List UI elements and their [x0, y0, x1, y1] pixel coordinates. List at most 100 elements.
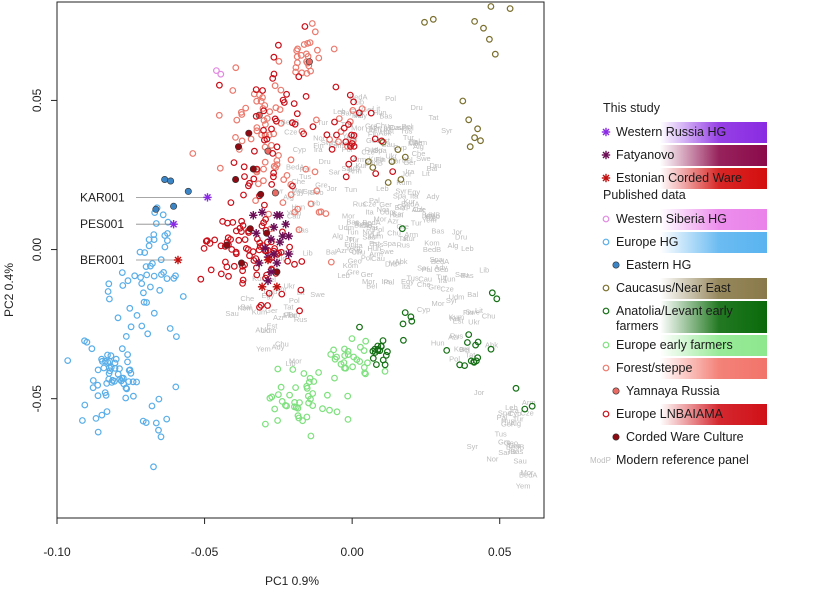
reference-panel-label: Mor	[432, 299, 445, 308]
europe-lnbaiama-point	[228, 245, 236, 253]
fatyanovo-point	[266, 267, 276, 277]
reference-panel-label: Sau	[382, 140, 395, 149]
series-corded-ware-culture	[223, 129, 281, 276]
reference-panel-label: Che	[417, 280, 431, 289]
reference-panel-label: Swe	[416, 154, 431, 163]
fatyanovo-point	[266, 234, 276, 244]
reference-panel-label: Abk	[412, 205, 425, 214]
europe-lnbaiama-point	[350, 131, 358, 139]
europe-early-farmers-point	[350, 353, 358, 361]
europe-hg-point	[101, 389, 109, 397]
anatolia-levant-early-farmers-point	[521, 405, 529, 413]
caucasus-near-east-point	[388, 158, 396, 166]
reference-panel-label: Ukr	[361, 221, 373, 230]
europe-hg-point	[104, 288, 112, 295]
anatolia-levant-early-farmers-point	[407, 313, 415, 321]
europe-lnbaiama-point	[241, 173, 248, 181]
europe-lnbaiama-point	[270, 173, 277, 181]
series-estonian-corded-ware	[173, 255, 282, 291]
europe-hg-point	[141, 249, 149, 257]
europe-lnbaiama-point	[261, 136, 268, 144]
reference-panel-label: Cau	[264, 287, 278, 296]
europe-early-farmers-point	[356, 358, 364, 365]
forest-steppe-point	[279, 199, 287, 207]
europe-hg-point	[105, 295, 113, 303]
anatolia-levant-early-farmers-point	[493, 295, 501, 303]
forest-steppe-point	[252, 197, 260, 205]
legend-label-fatyanovo: Fatyanovo	[616, 148, 674, 162]
reference-panel-label: Tur	[348, 235, 359, 244]
europe-early-farmers-point	[326, 406, 333, 414]
reference-panel-label: Est	[266, 322, 278, 331]
reference-panel-label: Ady	[434, 263, 447, 272]
x-tick-label: -0.10	[43, 545, 71, 559]
reference-panel-label: Nor	[275, 284, 288, 293]
anatolia-levant-early-farmers-point	[528, 402, 536, 410]
reference-panel-label: Ira	[314, 145, 324, 154]
forest-steppe-point	[275, 151, 282, 159]
forest-steppe-point	[349, 106, 357, 114]
reference-panel-label: Gre	[428, 283, 441, 292]
europe-lnbaiama-point	[217, 270, 225, 278]
europe-lnbaiama-point	[293, 110, 301, 118]
europe-hg-point	[114, 370, 122, 378]
series-western-siberia-hg	[212, 67, 225, 78]
reference-panel-label: Ira	[381, 277, 391, 286]
reference-panel-label: Syr	[441, 126, 453, 135]
reference-panel-label: Swe	[310, 290, 325, 299]
reference-panel-label: Azr	[273, 313, 285, 322]
forest-steppe-point	[277, 86, 285, 94]
legend-label-europe-early-farmers: Europe early farmers	[616, 338, 733, 352]
caucasus-near-east-point	[486, 35, 493, 43]
reference-panel-label: Udm	[380, 208, 396, 217]
forest-steppe-point	[308, 20, 316, 27]
europe-early-farmers-point	[266, 394, 274, 402]
reference-panel-label: Bas	[461, 271, 474, 280]
forest-steppe-point	[280, 176, 288, 184]
europe-hg-point	[114, 314, 122, 322]
europe-lnbaiama-point	[302, 92, 310, 100]
europe-lnbaiama-point	[278, 290, 286, 298]
reference-panel-label: Cyp	[417, 305, 430, 314]
anatolia-levant-early-farmers-point	[384, 348, 391, 356]
reference-panel-label: Arm	[352, 155, 366, 164]
reference-panel-label: Yem	[256, 344, 271, 353]
reference-panel-label: Mor	[351, 123, 364, 132]
series-europe-early-farmers	[262, 335, 389, 440]
europe-early-farmers-point	[331, 355, 339, 363]
anatolia-levant-early-farmers-point	[356, 323, 363, 331]
europe-hg-point	[105, 280, 113, 288]
reference-panel-label: Tus	[371, 240, 383, 249]
europe-hg-point	[136, 248, 144, 256]
europe-early-farmers-point	[294, 404, 302, 412]
europe-hg-point	[157, 433, 165, 441]
legend-marker-fatyanovo	[601, 150, 611, 160]
reference-panel-label: Kur	[252, 274, 264, 283]
reference-panel-label: Ady	[426, 192, 439, 201]
europe-lnbaiama-point	[273, 143, 281, 151]
reference-panel-label: Nor	[362, 228, 375, 237]
annotation-ber001: BER001	[80, 253, 125, 267]
forest-steppe-point	[294, 205, 302, 213]
anatolia-levant-early-farmers-point	[474, 354, 482, 362]
reference-panel-label: Lit	[422, 169, 431, 178]
axes-layer: -0.10 -0.05 0.00 0.05 0.05 0.00 -0.05	[30, 88, 512, 559]
reference-panel-label: Syr	[354, 219, 366, 228]
reference-panel-label: Alg	[276, 254, 287, 263]
reference-panel-label: Azr	[387, 216, 399, 225]
reference-panel-label: Cze	[440, 285, 453, 294]
europe-lnbaiama-point	[230, 159, 238, 167]
reference-panel-label: Udm	[449, 293, 465, 302]
caucasus-near-east-point	[477, 137, 484, 145]
reference-panel-label: Fin	[375, 155, 385, 164]
corded-ware-culture-point	[249, 165, 257, 173]
series-western-russia-hg	[169, 193, 212, 229]
europe-early-farmers-point	[360, 347, 368, 355]
europe-early-farmers-point	[303, 413, 311, 421]
legend-marker-europe-hg	[602, 238, 610, 246]
reference-panel-label: Dru	[508, 441, 520, 450]
anatolia-levant-early-farmers-point	[369, 354, 377, 362]
reference-panel-label: Mor	[374, 215, 387, 224]
reference-panel-label: Dru	[411, 103, 423, 112]
forest-steppe-point	[261, 158, 269, 166]
